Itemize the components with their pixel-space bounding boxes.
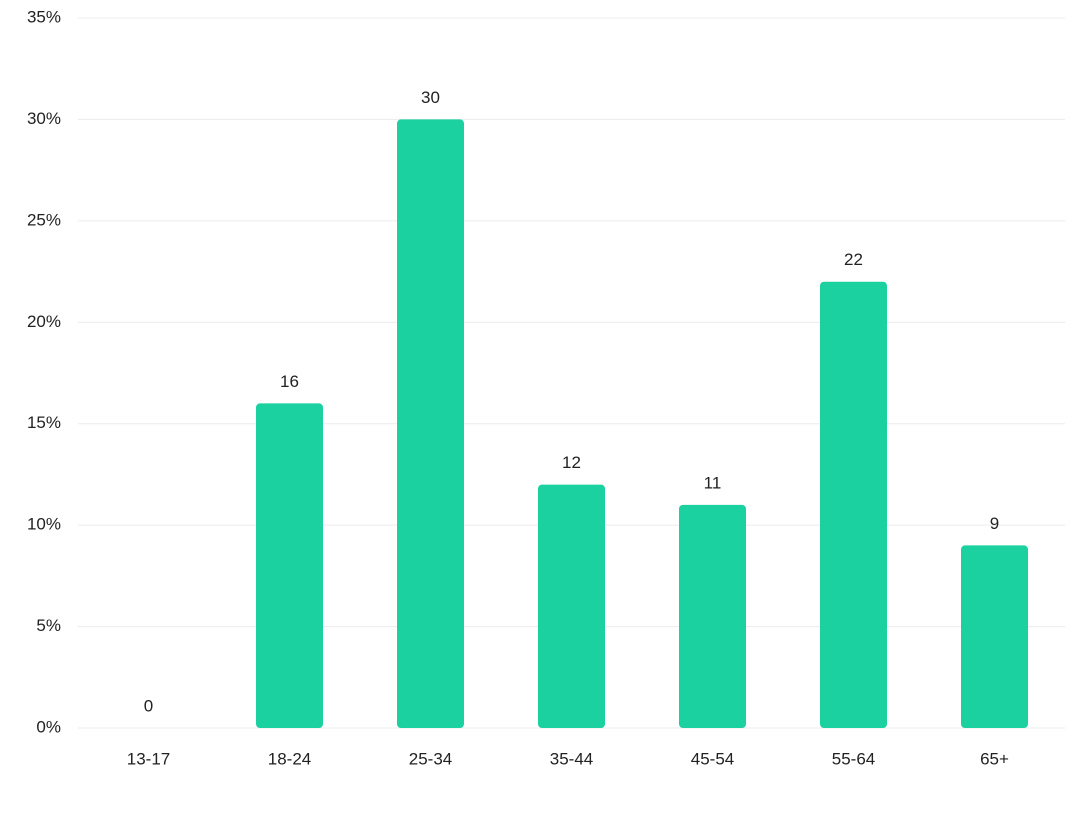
y-tick-label: 30% (27, 109, 61, 128)
x-tick-label: 18-24 (268, 749, 311, 768)
bar (679, 504, 746, 728)
y-tick-label: 20% (27, 312, 61, 331)
x-tick-label: 13-17 (127, 749, 170, 768)
bar (256, 403, 323, 728)
bar (961, 545, 1028, 728)
data-label: 22 (844, 250, 863, 269)
bar (397, 119, 464, 728)
y-tick-label: 25% (27, 210, 61, 229)
data-label: 0 (144, 696, 153, 715)
y-tick-label: 0% (36, 717, 61, 736)
y-tick-label: 15% (27, 413, 61, 432)
bar (538, 484, 605, 728)
y-tick-label: 10% (27, 515, 61, 534)
x-tick-label: 45-54 (691, 749, 734, 768)
x-tick-label: 55-64 (832, 749, 875, 768)
data-label: 11 (704, 473, 722, 492)
x-tick-label: 65+ (980, 749, 1009, 768)
x-tick-label: 35-44 (550, 749, 593, 768)
bar (820, 281, 887, 728)
y-tick-label: 35% (27, 7, 61, 26)
x-tick-label: 25-34 (409, 749, 452, 768)
data-label: 16 (280, 372, 299, 391)
data-label: 12 (562, 453, 581, 472)
data-label: 30 (421, 88, 440, 107)
y-tick-label: 5% (36, 616, 61, 635)
data-label: 9 (990, 514, 999, 533)
